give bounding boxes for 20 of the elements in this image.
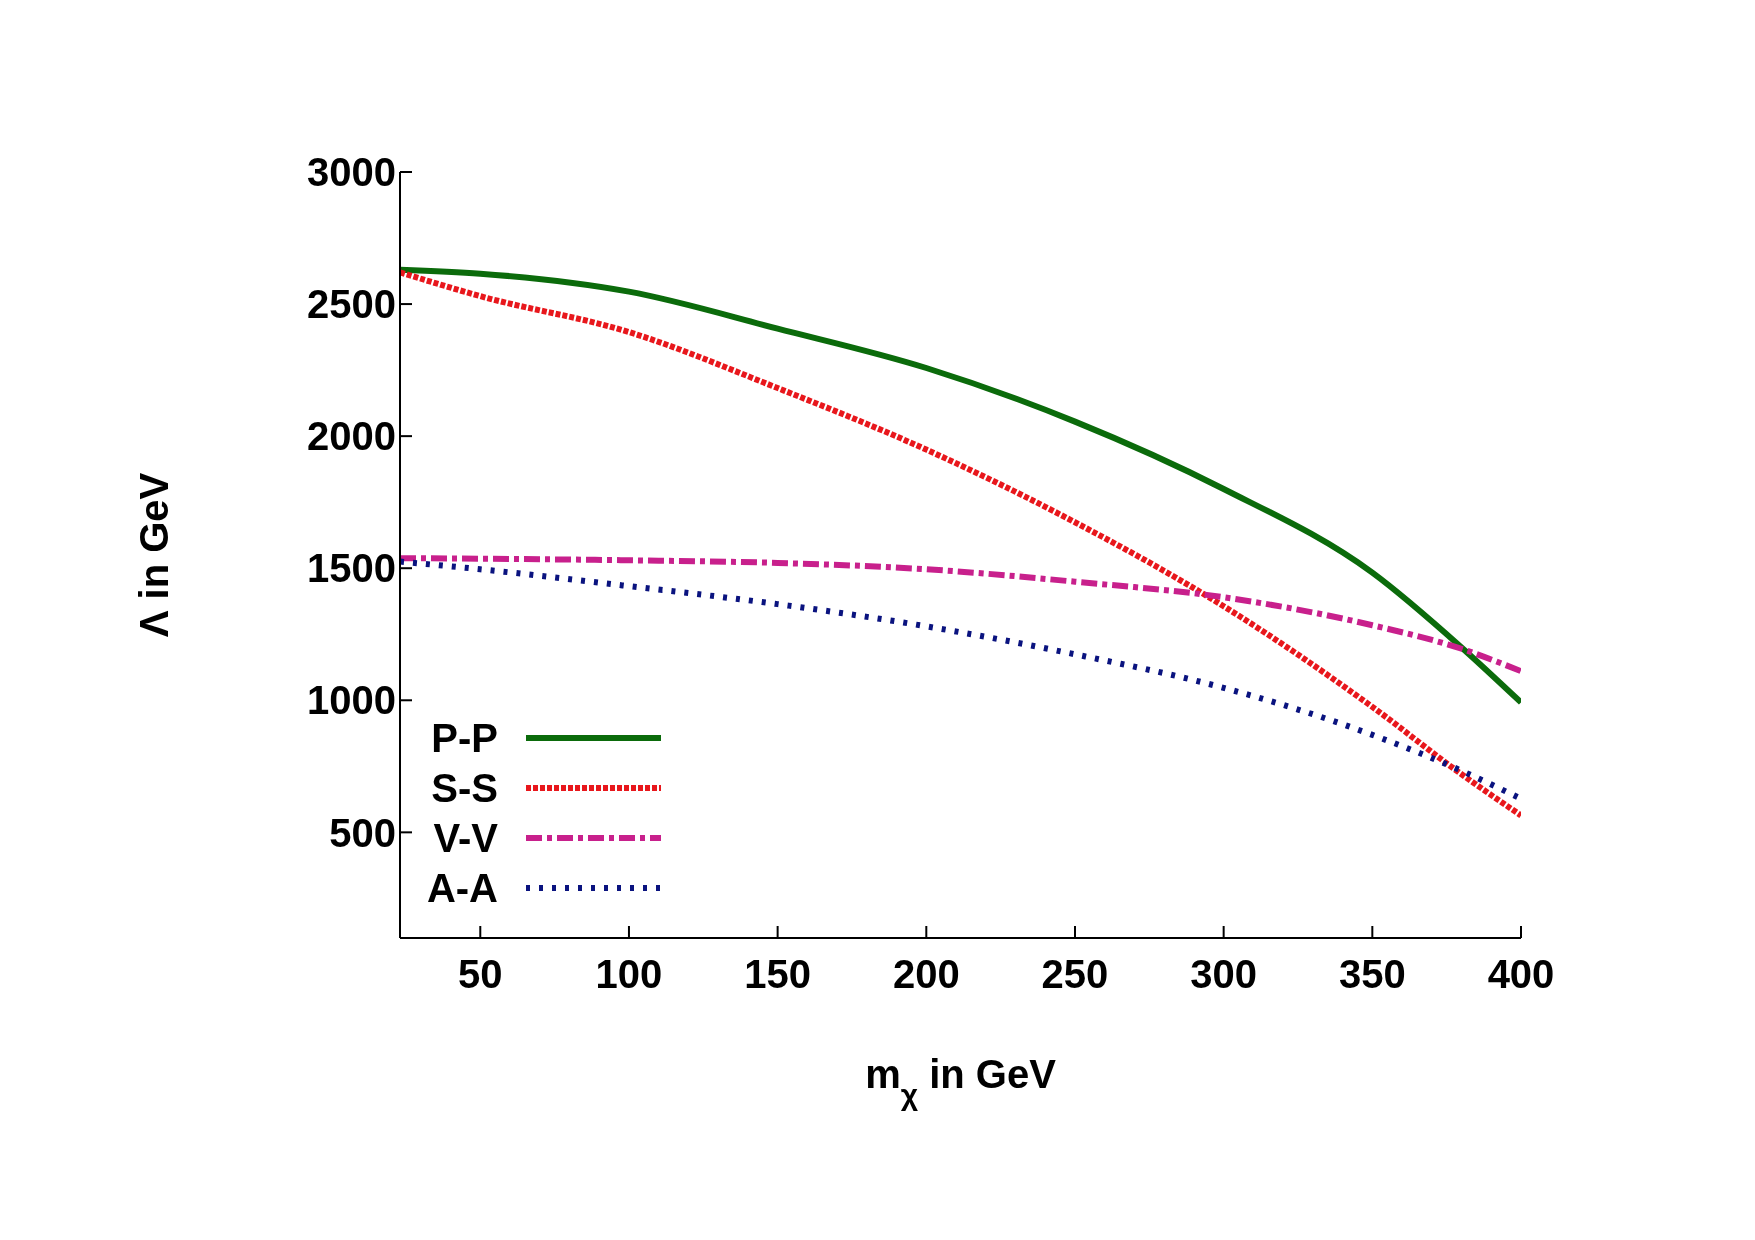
y-axis-title: Λ in GeV [132,472,176,638]
y-tick-label: 1500 [307,546,396,591]
x-tick-label: 350 [1338,952,1406,997]
y-tick-label: 1000 [307,678,396,723]
x-tick-label: 200 [892,952,960,997]
y-tick-label: 2500 [307,282,396,327]
legend-label: S-S [430,765,498,811]
legend-label: P-P [430,715,498,761]
x-axis-title: m$_{χ}$ in GeV [865,1052,1057,1111]
legend-label: A-A [425,865,498,911]
x-tick-label: 250 [1041,952,1109,997]
y-tick-label: 3000 [307,150,396,195]
y-tick-label: 500 [329,810,396,855]
x-tick-label: 300 [1190,952,1258,997]
x-tick-label: 400 [1487,952,1555,997]
x-tick-label: 100 [595,952,663,997]
x-tick-label: 150 [744,952,812,997]
y-tick-label: 2000 [307,414,396,459]
x-tick-label: 50 [458,952,503,997]
legend-label: V-V [432,815,498,861]
